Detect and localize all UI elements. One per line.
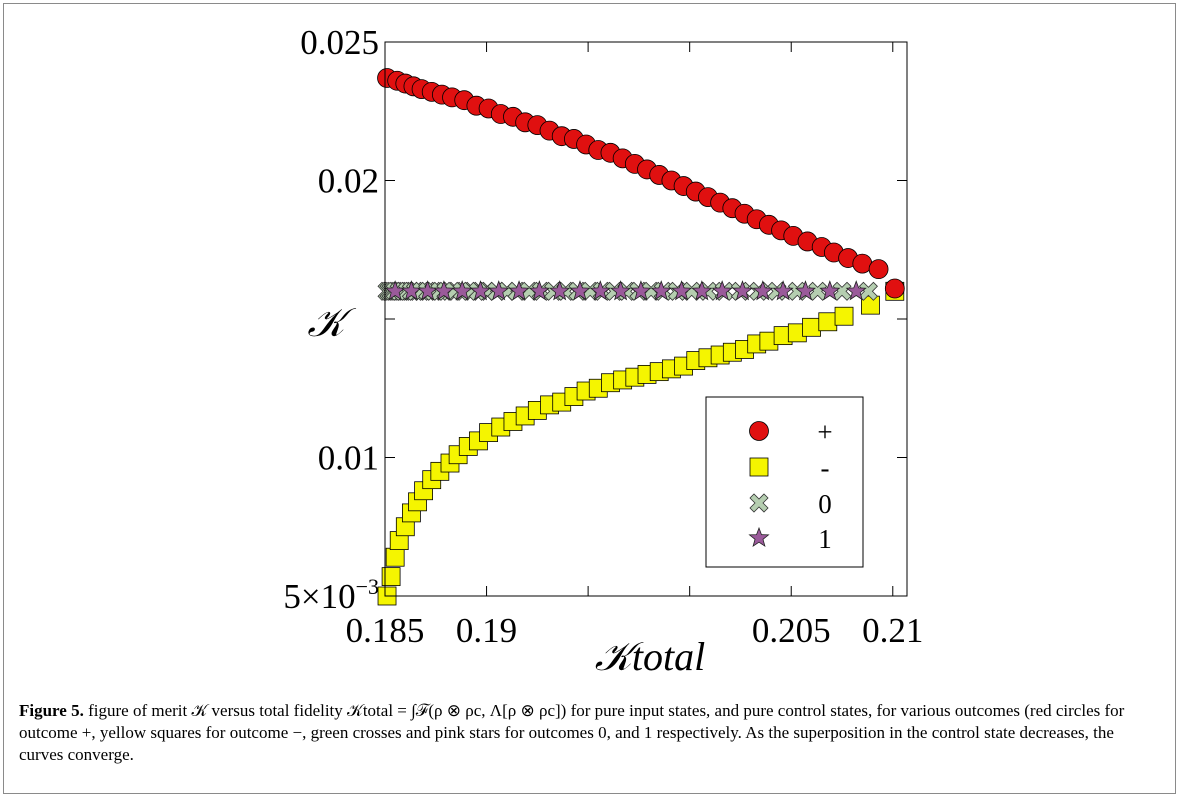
data-point bbox=[569, 280, 591, 301]
y-tick-label: 0.01 bbox=[318, 439, 379, 478]
y-tick-label: 0.025 bbox=[300, 23, 379, 62]
x-tick-label: 0.19 bbox=[456, 611, 517, 650]
ticks-layer: 0.185 0.19 0.205 0.21 0.025 0.02 0.01 5×10−3 bbox=[283, 23, 923, 650]
figure-frame bbox=[3, 3, 1176, 794]
data-point bbox=[884, 278, 905, 299]
data-point bbox=[670, 280, 693, 301]
x-tick-label: 0.205 bbox=[752, 611, 831, 650]
data-layer bbox=[377, 68, 905, 606]
legend-box bbox=[705, 396, 864, 568]
figure-caption: Figure 5. figure of merit 𝒦 versus total… bbox=[19, 700, 1159, 766]
figure-caption-text: figure of merit 𝒦 versus total fidelity … bbox=[19, 701, 1125, 764]
x-tick-label: 0.185 bbox=[346, 611, 425, 650]
data-point bbox=[650, 280, 672, 301]
legend-label: + bbox=[817, 417, 832, 447]
data-point bbox=[691, 280, 713, 301]
data-point bbox=[385, 547, 405, 567]
data-point bbox=[731, 280, 754, 301]
data-point bbox=[630, 280, 652, 301]
data-point bbox=[752, 280, 774, 301]
data-point bbox=[819, 280, 841, 301]
legend-label: 0 bbox=[818, 489, 832, 519]
legend-item: - bbox=[749, 453, 830, 483]
series-circle bbox=[377, 68, 905, 299]
x-axis-title: 𝒦total bbox=[595, 634, 706, 679]
data-point bbox=[549, 280, 571, 301]
legend-label: - bbox=[821, 453, 830, 483]
y-tick-label: 0.02 bbox=[318, 162, 379, 201]
data-point bbox=[845, 280, 867, 301]
series-square bbox=[377, 281, 905, 606]
data-point bbox=[381, 567, 401, 587]
y-axis-title: 𝒦 bbox=[307, 300, 356, 345]
data-point bbox=[433, 280, 455, 301]
legend-item: 1 bbox=[748, 524, 832, 554]
data-point bbox=[834, 306, 854, 326]
legend: + - 0 1 bbox=[705, 396, 864, 568]
data-point bbox=[488, 280, 510, 301]
figure-label: Figure 5. bbox=[19, 701, 84, 720]
legend-item: + bbox=[749, 417, 833, 447]
data-point bbox=[772, 280, 794, 301]
legend-marker bbox=[749, 493, 769, 513]
chart: 0.185 0.19 0.205 0.21 0.025 0.02 0.01 5×10−3 + -… bbox=[283, 23, 923, 679]
x-tick-label: 0.21 bbox=[862, 611, 923, 650]
data-point bbox=[589, 280, 611, 301]
legend-marker bbox=[749, 457, 769, 477]
legend-marker bbox=[748, 526, 770, 548]
legend-label: 1 bbox=[818, 524, 832, 554]
data-point bbox=[528, 280, 550, 301]
data-point bbox=[610, 280, 632, 301]
data-point bbox=[802, 317, 821, 337]
data-point bbox=[868, 259, 889, 280]
data-point bbox=[818, 312, 838, 332]
legend-item: 0 bbox=[749, 489, 832, 519]
data-point bbox=[711, 280, 733, 301]
data-point bbox=[451, 280, 473, 301]
y-tick-label: 5×10−3 bbox=[283, 574, 379, 616]
legend-marker bbox=[749, 421, 769, 441]
data-point bbox=[508, 280, 530, 301]
data-point bbox=[469, 280, 492, 301]
series-star bbox=[384, 280, 867, 301]
data-point bbox=[794, 280, 817, 301]
